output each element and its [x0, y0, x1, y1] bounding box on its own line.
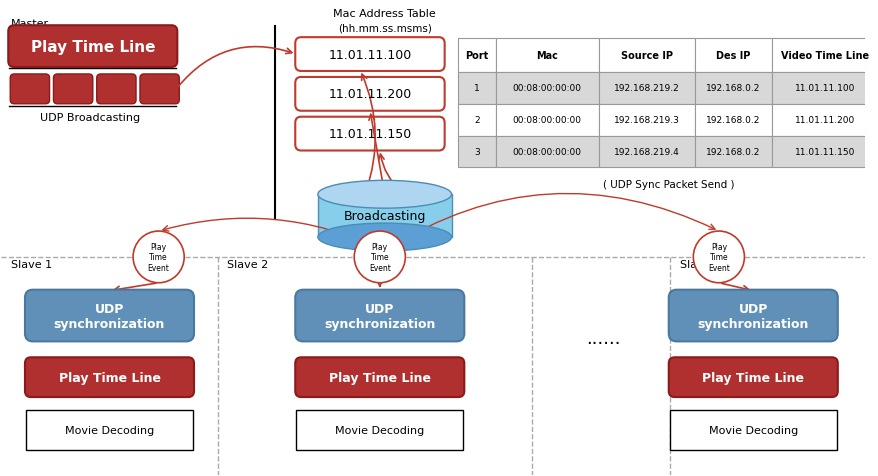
Text: Mac Address Table: Mac Address Table — [333, 10, 435, 20]
Text: Play
Time
Event: Play Time Event — [148, 242, 169, 272]
Circle shape — [354, 231, 405, 283]
FancyBboxPatch shape — [11, 75, 49, 105]
Text: 00:08:00:00:00: 00:08:00:00:00 — [512, 84, 581, 93]
Bar — [458, 39, 495, 73]
Text: 11.01.11.150: 11.01.11.150 — [794, 148, 854, 157]
FancyBboxPatch shape — [668, 357, 837, 397]
Text: 00:08:00:00:00: 00:08:00:00:00 — [512, 116, 581, 125]
FancyBboxPatch shape — [54, 75, 93, 105]
FancyBboxPatch shape — [8, 26, 177, 68]
Text: 192.168.219.2: 192.168.219.2 — [614, 84, 680, 93]
Text: Slave 1: Slave 1 — [11, 259, 53, 269]
Circle shape — [133, 231, 184, 283]
Text: Video Time Line: Video Time Line — [780, 51, 868, 61]
Text: 11.01.11.200: 11.01.11.200 — [328, 88, 411, 101]
Text: Port: Port — [465, 51, 488, 61]
Text: 192.168.0.2: 192.168.0.2 — [706, 116, 760, 125]
Text: 11.01.11.200: 11.01.11.200 — [794, 116, 854, 125]
Bar — [771, 105, 877, 136]
Text: UDP
synchronization: UDP synchronization — [324, 302, 435, 330]
Text: 11.01.11.150: 11.01.11.150 — [328, 128, 411, 141]
FancyBboxPatch shape — [25, 290, 194, 342]
Text: Master: Master — [11, 19, 49, 29]
Bar — [771, 136, 877, 168]
Bar — [771, 39, 877, 73]
Text: Broadcasting: Broadcasting — [343, 210, 426, 223]
Text: 2: 2 — [474, 116, 479, 125]
Text: Des IP: Des IP — [716, 51, 750, 61]
Text: Slave 2: Slave 2 — [227, 259, 269, 269]
Bar — [694, 39, 771, 73]
Text: UDP
synchronization: UDP synchronization — [54, 302, 165, 330]
Bar — [296, 410, 463, 450]
FancyBboxPatch shape — [295, 38, 444, 72]
Ellipse shape — [318, 224, 451, 251]
Text: ( UDP Sync Packet Send ): ( UDP Sync Packet Send ) — [601, 180, 733, 190]
Text: 11.01.11.100: 11.01.11.100 — [328, 49, 411, 61]
FancyBboxPatch shape — [295, 118, 444, 151]
Bar — [694, 73, 771, 105]
Text: UDP Broadcasting: UDP Broadcasting — [40, 112, 140, 122]
Bar — [495, 105, 598, 136]
Text: (hh.mm.ss.msms): (hh.mm.ss.msms) — [337, 23, 431, 33]
FancyBboxPatch shape — [295, 78, 444, 111]
Text: Mac: Mac — [536, 51, 558, 61]
Text: Play
Time
Event: Play Time Event — [707, 242, 729, 272]
Bar — [495, 136, 598, 168]
Text: Movie Decoding: Movie Decoding — [335, 425, 424, 435]
FancyBboxPatch shape — [25, 357, 194, 397]
Ellipse shape — [318, 181, 451, 209]
Text: ......: ...... — [585, 330, 620, 347]
Text: Slave n: Slave n — [679, 259, 720, 269]
Text: Play
Time
Event: Play Time Event — [369, 242, 391, 272]
Text: Movie Decoding: Movie Decoding — [65, 425, 154, 435]
Text: 192.168.219.3: 192.168.219.3 — [614, 116, 680, 125]
Text: Movie Decoding: Movie Decoding — [708, 425, 797, 435]
FancyBboxPatch shape — [668, 290, 837, 342]
FancyBboxPatch shape — [295, 357, 464, 397]
Bar — [598, 136, 694, 168]
Bar — [598, 73, 694, 105]
Text: 1: 1 — [473, 84, 479, 93]
Text: Play Time Line: Play Time Line — [59, 371, 161, 384]
Bar — [694, 136, 771, 168]
Bar — [495, 73, 598, 105]
Text: Play Time Line: Play Time Line — [702, 371, 803, 384]
Bar — [771, 73, 877, 105]
Text: 00:08:00:00:00: 00:08:00:00:00 — [512, 148, 581, 157]
Text: 3: 3 — [473, 148, 479, 157]
FancyBboxPatch shape — [97, 75, 136, 105]
Text: 11.01.11.100: 11.01.11.100 — [794, 84, 854, 93]
Bar — [694, 105, 771, 136]
Bar — [669, 410, 836, 450]
Text: UDP
synchronization: UDP synchronization — [697, 302, 808, 330]
FancyBboxPatch shape — [295, 290, 464, 342]
Text: 192.168.0.2: 192.168.0.2 — [706, 84, 760, 93]
Text: 192.168.0.2: 192.168.0.2 — [706, 148, 760, 157]
FancyBboxPatch shape — [140, 75, 179, 105]
Text: Source IP: Source IP — [621, 51, 673, 61]
Text: Play Time Line: Play Time Line — [31, 40, 155, 55]
Text: Play Time Line: Play Time Line — [328, 371, 430, 384]
Bar — [458, 105, 495, 136]
Bar — [495, 39, 598, 73]
Bar — [318, 195, 451, 238]
Circle shape — [693, 231, 744, 283]
Text: 192.168.219.4: 192.168.219.4 — [614, 148, 680, 157]
Bar — [458, 136, 495, 168]
Bar — [598, 39, 694, 73]
Bar — [598, 105, 694, 136]
Bar — [458, 73, 495, 105]
Bar — [26, 410, 193, 450]
